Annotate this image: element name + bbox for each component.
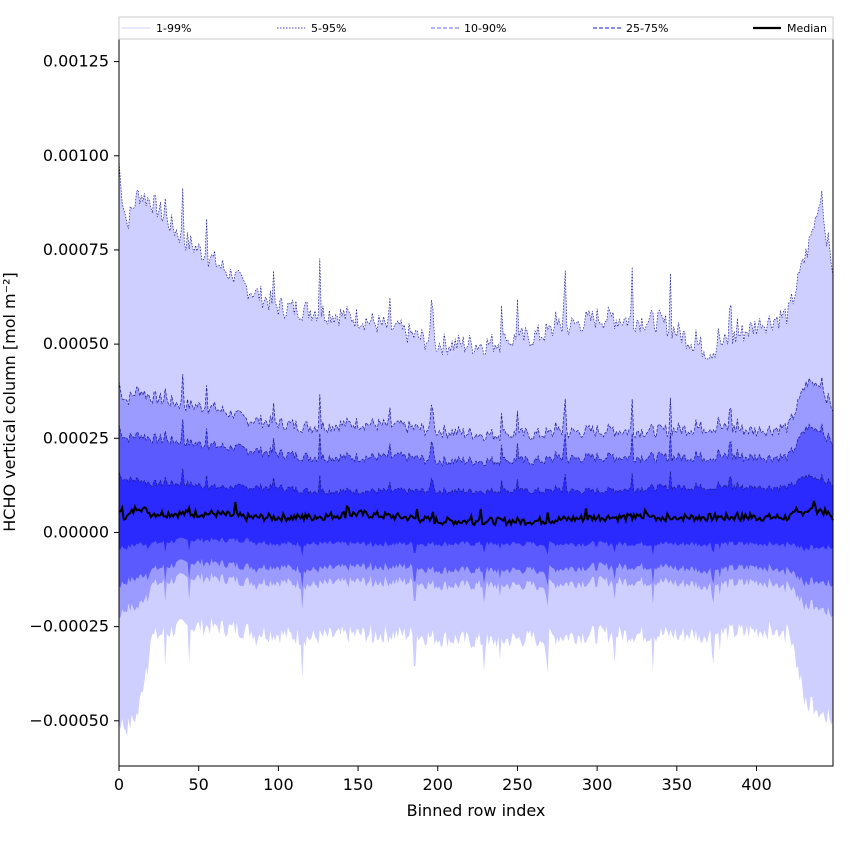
median-line [118, 500, 834, 528]
band-10-90%-edge [118, 419, 834, 467]
legend-label: 10-90% [464, 22, 506, 35]
y-tick-label: 0.00100 [43, 146, 109, 165]
y-tick-label: −0.00050 [29, 711, 109, 730]
legend-label: Median [787, 22, 827, 35]
legend-label: 25-75% [626, 22, 668, 35]
x-tick-label: 150 [343, 775, 374, 794]
band-1-99%-edge [118, 160, 834, 361]
y-tick-label: 0.00000 [43, 522, 109, 541]
x-tick-label: 400 [741, 775, 772, 794]
x-axis-label: Binned row index [407, 801, 546, 820]
plot-area [118, 160, 834, 737]
x-tick-label: 350 [662, 775, 693, 794]
y-tick-label: 0.00075 [43, 240, 109, 259]
y-axis-label: HCHO vertical column [mol m⁻²] [0, 272, 19, 531]
median-layer [118, 500, 834, 528]
x-tick-label: 300 [582, 775, 613, 794]
y-tick-label: −0.00025 [29, 617, 109, 636]
legend-label: 1-99% [156, 22, 191, 35]
y-tick-label: 0.00125 [43, 52, 109, 71]
x-tick-label: 200 [422, 775, 453, 794]
x-tick-label: 250 [502, 775, 533, 794]
x-tick-label: 50 [189, 775, 209, 794]
legend: 1-99% 5-95% 10-90% 25-75% Median [118, 16, 834, 40]
band-25-75%-edge [118, 468, 834, 496]
x-tick-label: 0 [114, 775, 124, 794]
x-tick-label: 100 [263, 775, 294, 794]
bands-layer [118, 160, 834, 737]
y-tick-label: 0.00050 [43, 334, 109, 353]
legend-box [118, 16, 834, 40]
x-axis: 0 50 100 150 200 250 300 350 400 [114, 766, 772, 794]
legend-label: 5-95% [311, 22, 346, 35]
y-axis: −0.00050 −0.00025 0.00000 0.00025 0.00050 0.0… [29, 52, 119, 730]
band-5-95%-edge [118, 374, 834, 442]
band-25-75%-fill [119, 468, 833, 557]
y-tick-label: 0.00025 [43, 428, 109, 447]
